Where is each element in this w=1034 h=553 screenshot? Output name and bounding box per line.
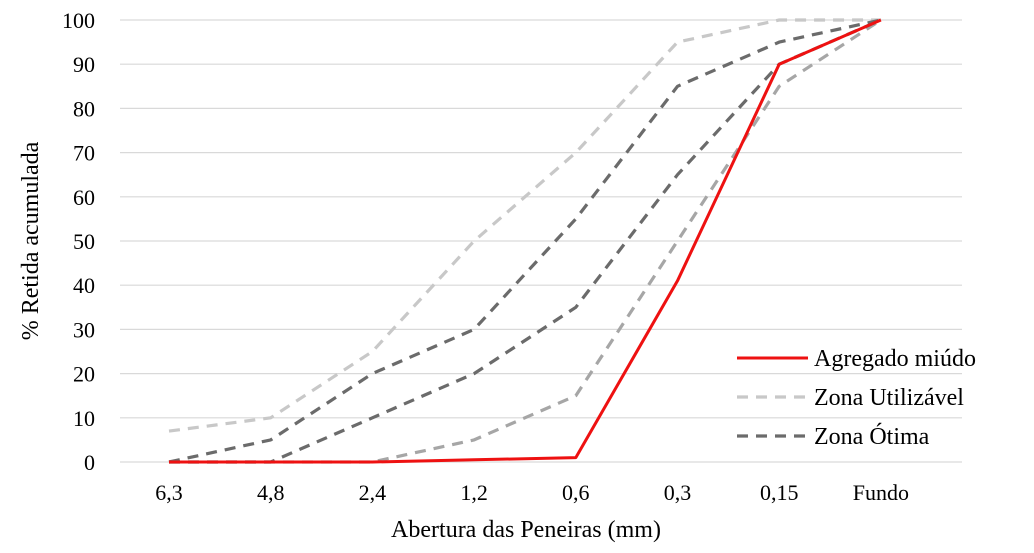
x-tick-label: 2,4 [359, 480, 387, 505]
y-tick-label: 40 [73, 273, 95, 298]
x-tick-label: 0,3 [664, 480, 692, 505]
x-tick-label: 0,15 [760, 480, 799, 505]
series-line-1 [168, 18, 881, 433]
y-axis-title: % Retida acumulada [18, 141, 44, 340]
series-line-4 [169, 18, 882, 464]
x-tick-label: 1,2 [460, 480, 488, 505]
y-tick-label: 100 [62, 8, 95, 33]
x-tick-label: 0,6 [562, 480, 590, 505]
x-tick-label: 6,3 [155, 480, 183, 505]
x-tick-label: 4,8 [257, 480, 285, 505]
legend: Agregado miúdo Zona Utilizável Zona Ótima [737, 346, 976, 450]
y-tick-label: 0 [84, 450, 95, 475]
x-tick-label: Fundo [853, 480, 909, 505]
x-axis-title: Abertura das Peneiras (mm) [391, 517, 661, 543]
legend-label: Agregado miúdo [814, 346, 976, 372]
legend-label: Zona Ótima [814, 423, 930, 450]
y-tick-label: 60 [73, 185, 95, 210]
gridlines [120, 19, 962, 463]
series-line-0 [169, 18, 882, 464]
y-tick-label: 90 [73, 52, 95, 77]
legend-label: Zona Utilizável [814, 385, 964, 411]
x-tick-labels: 6,3 4,8 2,4 1,2 0,6 0,3 0,15 Fundo [155, 480, 909, 505]
y-tick-label: 30 [73, 317, 95, 342]
y-tick-label: 80 [73, 96, 95, 121]
y-tick-labels: 0 10 20 30 40 50 60 70 80 90 100 [62, 8, 95, 475]
y-tick-label: 10 [73, 406, 95, 431]
y-tick-label: 70 [73, 141, 95, 166]
y-tick-label: 50 [73, 229, 95, 254]
y-tick-label: 20 [73, 362, 95, 387]
series-line-3 [168, 18, 882, 464]
series-layer [168, 18, 882, 464]
